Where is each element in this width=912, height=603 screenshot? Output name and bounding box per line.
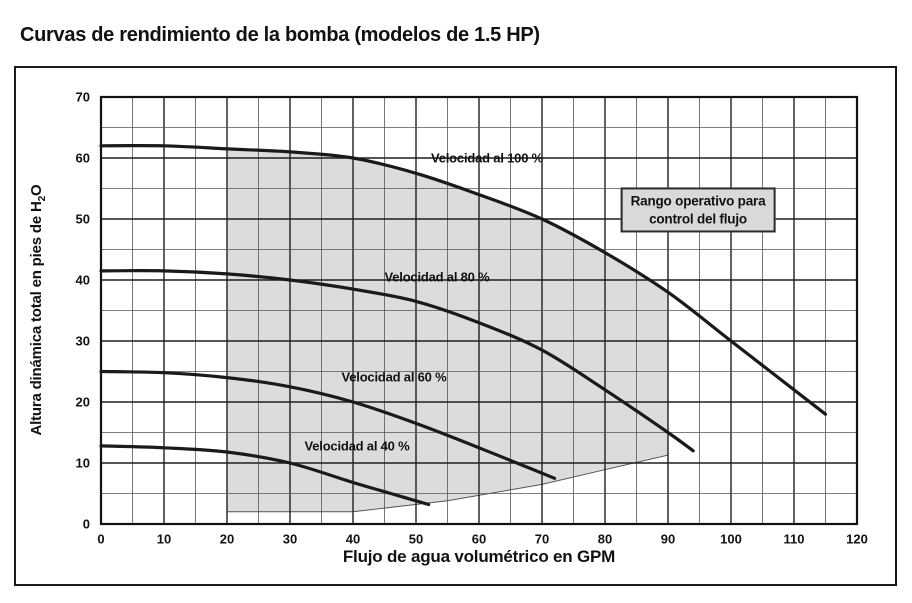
y-tick-label: 70 [75, 89, 90, 105]
curve-label-40-percent: Velocidad al 40 % [304, 438, 410, 454]
x-tick-label: 90 [660, 531, 676, 547]
y-axis-title-text: Altura dinámica total en pies de H [28, 201, 45, 436]
pump-curve [99, 143, 828, 416]
y-axis-title-end: O [28, 184, 45, 196]
pump-curve [99, 444, 431, 507]
y-axis-title: Altura dinámica total en pies de H2O [28, 184, 48, 435]
pump-curve [99, 269, 695, 453]
y-tick-label: 0 [82, 516, 90, 532]
chart-frame [14, 66, 897, 586]
y-tick-label: 60 [75, 150, 90, 166]
curve-label-80-percent: Velocidad al 80 % [384, 269, 490, 285]
y-axis-title-subscript: 2 [37, 195, 48, 202]
x-tick-label: 10 [156, 531, 172, 547]
curve-label-100-percent: Velocidad al 100 % [430, 150, 544, 166]
figure-title: Curvas de rendimiento de la bomba (model… [20, 24, 540, 46]
x-tick-label: 60 [471, 531, 487, 547]
x-axis-title: Flujo de agua volumétrico en GPM [342, 547, 616, 566]
x-tick-label: 40 [345, 531, 361, 547]
x-tick-label: 0 [97, 531, 105, 547]
operating-range-label-line2: control del flujo [649, 211, 747, 226]
y-tick-label: 50 [75, 211, 90, 227]
x-tick-label: 50 [408, 531, 424, 547]
x-tick-label: 20 [219, 531, 235, 547]
x-tick-label: 30 [282, 531, 298, 547]
y-tick-label: 40 [75, 272, 90, 288]
x-tick-label: 100 [720, 531, 742, 547]
operating-range-box: Rango operativo para control del flujo [620, 187, 776, 233]
y-tick-label: 30 [75, 333, 90, 349]
x-tick-label: 120 [846, 531, 868, 547]
x-tick-label: 70 [534, 531, 550, 547]
y-tick-label: 10 [75, 455, 90, 471]
operating-range-label-line1: Rango operativo para [630, 193, 766, 209]
x-tick-label: 110 [783, 531, 805, 547]
x-tick-label: 80 [597, 531, 613, 547]
y-tick-label: 20 [75, 394, 90, 410]
pump-curve [99, 369, 557, 480]
curve-label-60-percent: Velocidad al 60 % [341, 369, 447, 385]
